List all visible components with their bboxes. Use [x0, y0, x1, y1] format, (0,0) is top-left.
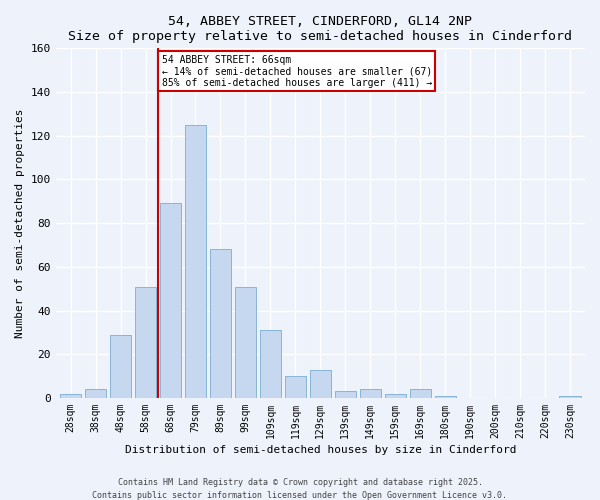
Bar	[559, 396, 581, 398]
Bar	[235, 286, 256, 398]
Bar	[310, 370, 331, 398]
Bar	[260, 330, 281, 398]
Bar	[210, 250, 231, 398]
X-axis label: Distribution of semi-detached houses by size in Cinderford: Distribution of semi-detached houses by …	[125, 445, 516, 455]
Bar	[60, 394, 81, 398]
Y-axis label: Number of semi-detached properties: Number of semi-detached properties	[15, 108, 25, 338]
Bar	[135, 286, 156, 398]
Bar	[185, 125, 206, 398]
Text: 54 ABBEY STREET: 66sqm
← 14% of semi-detached houses are smaller (67)
85% of sem: 54 ABBEY STREET: 66sqm ← 14% of semi-det…	[162, 55, 432, 88]
Bar	[110, 334, 131, 398]
Bar	[434, 396, 456, 398]
Bar	[85, 389, 106, 398]
Title: 54, ABBEY STREET, CINDERFORD, GL14 2NP
Size of property relative to semi-detache: 54, ABBEY STREET, CINDERFORD, GL14 2NP S…	[68, 15, 572, 43]
Bar	[285, 376, 306, 398]
Bar	[160, 204, 181, 398]
Bar	[385, 394, 406, 398]
Bar	[335, 392, 356, 398]
Bar	[359, 389, 381, 398]
Text: Contains HM Land Registry data © Crown copyright and database right 2025.
Contai: Contains HM Land Registry data © Crown c…	[92, 478, 508, 500]
Bar	[410, 389, 431, 398]
